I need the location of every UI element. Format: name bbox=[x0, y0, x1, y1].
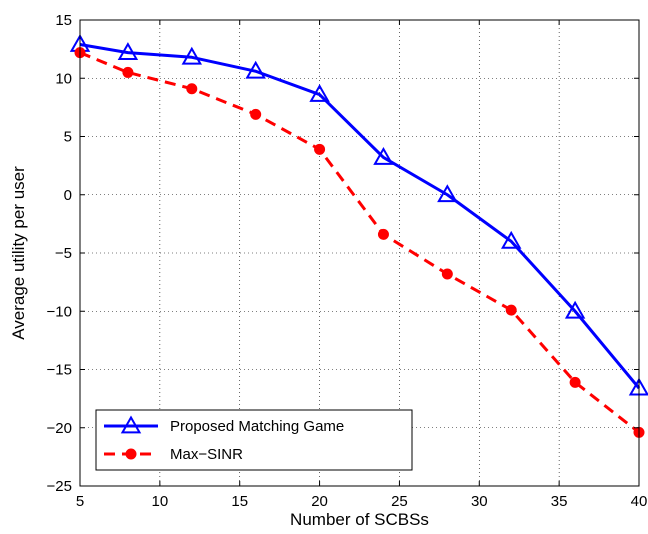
data-point-triangle-marker bbox=[309, 84, 330, 102]
data-point-circle-marker bbox=[569, 376, 581, 388]
y-tick-label: 10 bbox=[55, 70, 72, 87]
axis-ticks: 5 10 15 20 25 30 35 40 −25 −20 −15 −10 −5 0 5 10 15 bbox=[47, 12, 648, 510]
legend-box bbox=[95, 409, 413, 471]
legend-item: Proposed Matching Game bbox=[104, 415, 344, 435]
series-2 bbox=[74, 47, 645, 438]
y-tick-label: 15 bbox=[55, 12, 72, 29]
grid-lines bbox=[80, 20, 639, 486]
data-point-circle-marker bbox=[505, 304, 517, 316]
data-point-circle-marker bbox=[441, 268, 453, 280]
series-line bbox=[79, 42, 641, 390]
x-tick-label: 35 bbox=[551, 493, 568, 510]
data-point-circle-marker bbox=[314, 143, 326, 155]
legend-item: Max−SINR bbox=[104, 446, 243, 463]
x-tick-label: 20 bbox=[311, 493, 328, 510]
data-point-triangle-marker bbox=[117, 42, 139, 60]
y-tick-label: 5 bbox=[64, 129, 72, 146]
legend-items: Proposed Matching Game Max−SINR bbox=[104, 415, 344, 463]
x-axis-label: Number of SCBSs bbox=[290, 510, 429, 529]
x-tick-label: 15 bbox=[231, 493, 248, 510]
data-point-triangle-marker bbox=[437, 184, 458, 203]
data-point-triangle-marker bbox=[245, 60, 266, 79]
data-point-triangle-marker bbox=[373, 146, 394, 165]
data-point-triangle-marker bbox=[564, 300, 586, 319]
y-axis-label: Average utility per user bbox=[9, 166, 28, 340]
y-tick-label: −5 bbox=[55, 245, 72, 262]
legend: Proposed Matching Game Max−SINR bbox=[95, 409, 413, 471]
data-point-circle-marker bbox=[250, 108, 262, 120]
x-tick-label: 30 bbox=[471, 493, 488, 510]
series-line bbox=[79, 51, 640, 434]
data-point-circle-marker bbox=[125, 448, 137, 460]
x-tick-label: 10 bbox=[152, 493, 169, 510]
legend-label: Proposed Matching Game bbox=[170, 418, 344, 435]
data-point-circle-marker bbox=[186, 83, 198, 95]
y-tick-label: −15 bbox=[47, 362, 72, 379]
data-point-circle-marker bbox=[377, 228, 389, 240]
series-layer bbox=[69, 33, 648, 438]
data-point-circle-marker bbox=[122, 66, 134, 78]
data-point-triangle-marker bbox=[181, 46, 203, 65]
legend-label: Max−SINR bbox=[170, 446, 243, 463]
x-tick-label: 5 bbox=[76, 493, 84, 510]
data-point-triangle-marker bbox=[120, 415, 142, 434]
y-tick-label: −10 bbox=[47, 303, 72, 320]
y-tick-label: −25 bbox=[47, 478, 72, 495]
x-tick-label: 40 bbox=[631, 493, 648, 510]
y-tick-label: 0 bbox=[64, 187, 72, 204]
data-point-triangle-marker bbox=[501, 230, 522, 249]
y-tick-label: −20 bbox=[47, 420, 72, 437]
x-tick-label: 25 bbox=[391, 493, 408, 510]
